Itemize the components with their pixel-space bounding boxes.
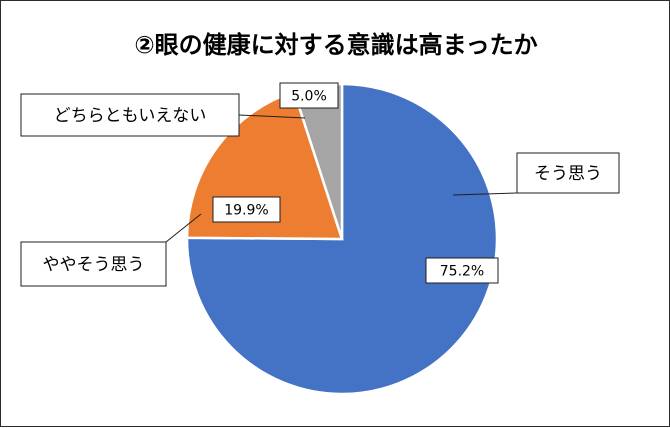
data-label-dochiratomo-ienai: 5.0%: [279, 82, 339, 109]
category-label-dochiratomo-ienai: どちらともいえない: [20, 93, 306, 137]
category-label-sou-omou: そう思う: [452, 152, 620, 196]
category-label-yaya-sou-omou-leader-line: [165, 213, 202, 243]
data-label-sou-omou-text: 75.2%: [440, 264, 484, 280]
chart-title: ②眼の健康に対する意識は高まったか: [134, 31, 537, 59]
data-label-yaya-sou-omou-text: 19.9%: [224, 203, 268, 219]
pie-slice-sou-omou: [185, 82, 499, 396]
category-label-yaya-sou-omou-text: ややそう思う: [43, 255, 145, 275]
data-label-yaya-sou-omou: 19.9%: [212, 196, 281, 223]
category-label-dochiratomo-ienai-leader-line: [238, 114, 306, 119]
data-label-dochiratomo-ienai-text: 5.0%: [291, 89, 327, 105]
pie-slices: [185, 82, 499, 396]
category-label-sou-omou-leader-line: [452, 192, 518, 196]
category-label-dochiratomo-ienai-text: どちらともいえない: [54, 106, 207, 126]
category-label-sou-omou-text: そう思う: [534, 164, 602, 184]
data-label-sou-omou: 75.2%: [425, 257, 499, 284]
category-label-yaya-sou-omou: ややそう思う: [20, 213, 202, 287]
